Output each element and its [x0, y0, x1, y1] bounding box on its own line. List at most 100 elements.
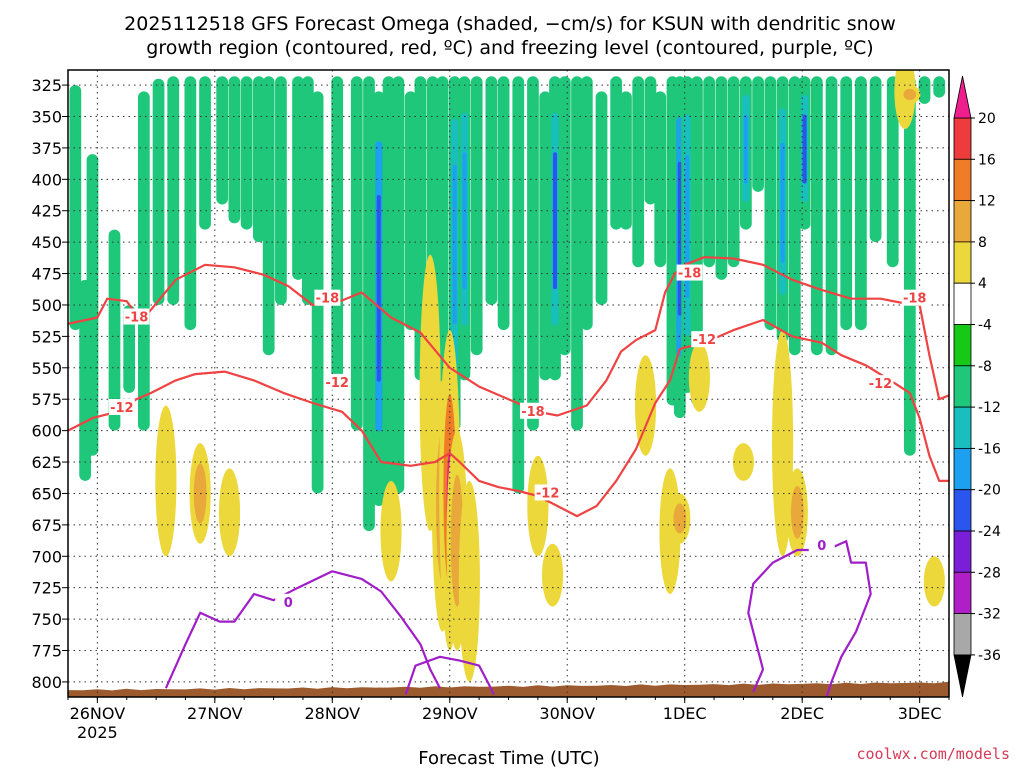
omega-column: [152, 78, 165, 305]
omega-ascent-blob: [218, 468, 241, 557]
zero-isotherm-middle-line: [404, 655, 495, 695]
omega-column: [123, 304, 136, 393]
pressure-tick-label: 725: [31, 579, 62, 598]
time-tick-label: 2DEC: [780, 704, 824, 723]
colorbar-top-arrow: [953, 75, 972, 119]
omega-column: [240, 76, 253, 230]
colorbar-bin: [953, 158, 972, 202]
omega-column-core: [473, 109, 481, 306]
omega-ascent-core: [790, 485, 804, 539]
colorbar: 20 16 12 8 4 -4 -8 -12 -16 -20 -24 -28 -32 -36: [953, 75, 1001, 697]
zero-isotherm-east-label: 0: [817, 539, 826, 554]
colorbar-bin: [953, 530, 972, 573]
omega-column: [199, 76, 211, 230]
omega-column: [840, 76, 853, 331]
omega-column: [855, 76, 867, 331]
omega-column: [654, 91, 667, 268]
zero-isotherm-west-label: 0: [284, 596, 293, 611]
omega-ascent-blob: [634, 355, 657, 456]
omega-column-core: [754, 90, 762, 172]
omega-ascent-blob: [688, 342, 710, 412]
gridline-layer: [68, 70, 949, 697]
omega-column: [216, 76, 229, 205]
colorbar-tick-label: -20: [978, 483, 1001, 499]
pressure-tick-label: 750: [31, 610, 62, 629]
omega-column: [301, 76, 314, 305]
time-tick-label: 29NOV: [422, 704, 478, 723]
omega-column: [918, 76, 931, 104]
omega-ascent-core: [903, 88, 917, 101]
minus-12-isotherm-label: -12: [325, 376, 349, 391]
pressure-tick-label: 800: [31, 673, 62, 692]
minus-12-isotherm-label: -12: [110, 401, 134, 416]
minus-18-isotherm-label-bg: [519, 402, 546, 419]
colorbar-bin: [953, 489, 972, 532]
zero-isotherm-west-label-bg: [275, 593, 302, 610]
pressure-tick-label: 600: [31, 422, 62, 441]
colorbar-tick-label: -12: [978, 400, 1001, 416]
pressure-tick-label: 400: [31, 170, 62, 189]
minus-18-isotherm-label-bg: [901, 289, 928, 306]
minus-18-isotherm-label-bg: [314, 289, 341, 306]
site-credit: coolwx.com/models: [856, 745, 1010, 763]
colorbar-bin: [953, 117, 972, 160]
pressure-tick-label: 675: [31, 516, 62, 535]
omega-column-core: [813, 109, 821, 306]
omega-column: [275, 76, 287, 305]
minus-12-isotherm-label-bg: [691, 331, 718, 348]
omega-column: [184, 76, 197, 331]
zero-isotherm-west-line: [164, 570, 441, 689]
omega-column: [580, 76, 593, 331]
omega-column-peak: [743, 114, 748, 184]
omega-column: [331, 76, 344, 381]
time-tick-label: 1DEC: [663, 704, 707, 723]
minus-12-isotherm-label: -12: [869, 377, 893, 392]
omega-column-peak: [677, 161, 682, 316]
colorbar-tick-label: -36: [978, 648, 1001, 664]
colorbar-bin: [953, 571, 972, 614]
omega-ascent-blob: [541, 543, 564, 607]
omega-column-core: [693, 115, 701, 347]
zero-isotherm-east-line: [747, 540, 872, 697]
omega-column: [764, 76, 777, 331]
omega-ascent-blob: [380, 480, 402, 582]
pressure-tick-label: 350: [31, 107, 62, 126]
minus-18-isotherm-label: -18: [521, 405, 545, 420]
omega-ascent-blob: [458, 480, 480, 682]
minus-12-isotherm-label-bg: [108, 399, 135, 416]
pressure-tick-label: 450: [31, 233, 62, 252]
omega-column: [262, 76, 275, 356]
omega-column-core: [385, 133, 393, 470]
omega-ascent-core: [673, 503, 687, 534]
pressure-tick-label: 550: [31, 359, 62, 378]
omega-column: [869, 76, 882, 243]
colorbar-tick-label: -16: [978, 441, 1001, 457]
omega-column: [632, 76, 645, 268]
omega-column: [69, 85, 82, 331]
omega-column-peak: [462, 152, 467, 290]
zero-isotherm-east-label-bg: [808, 537, 835, 554]
pressure-tick-label: 375: [31, 139, 62, 158]
omega-column: [715, 76, 728, 280]
omega-column-peak: [376, 195, 381, 382]
omega-column: [86, 154, 99, 456]
colorbar-tick-label: -24: [978, 524, 1001, 540]
colorbar-bin: [953, 365, 972, 408]
colorbar-tick-label: 16: [978, 152, 996, 168]
omega-column-core: [561, 109, 569, 306]
colorbar-bin: [953, 406, 972, 449]
omega-column: [903, 76, 916, 456]
omega-ascent-blob: [923, 556, 945, 607]
colorbar-bottom-arrow: [953, 654, 972, 697]
colorbar-bin: [953, 613, 972, 656]
time-tick-label: 3DEC: [898, 704, 942, 723]
time-tick-label: 30NOV: [539, 704, 595, 723]
omega-column: [886, 76, 899, 268]
chart-title-line1: 2025112518 GFS Forecast Omega (shaded, −…: [124, 13, 896, 35]
pressure-axis: 325 350 375 400 425 450 475 500 525 550 575 600 625 6…: [31, 76, 68, 692]
omega-column-peak: [552, 152, 558, 290]
pressure-tick-label: 425: [31, 202, 62, 221]
colorbar-tick-label: -8: [978, 359, 992, 375]
omega-column: [404, 91, 417, 331]
